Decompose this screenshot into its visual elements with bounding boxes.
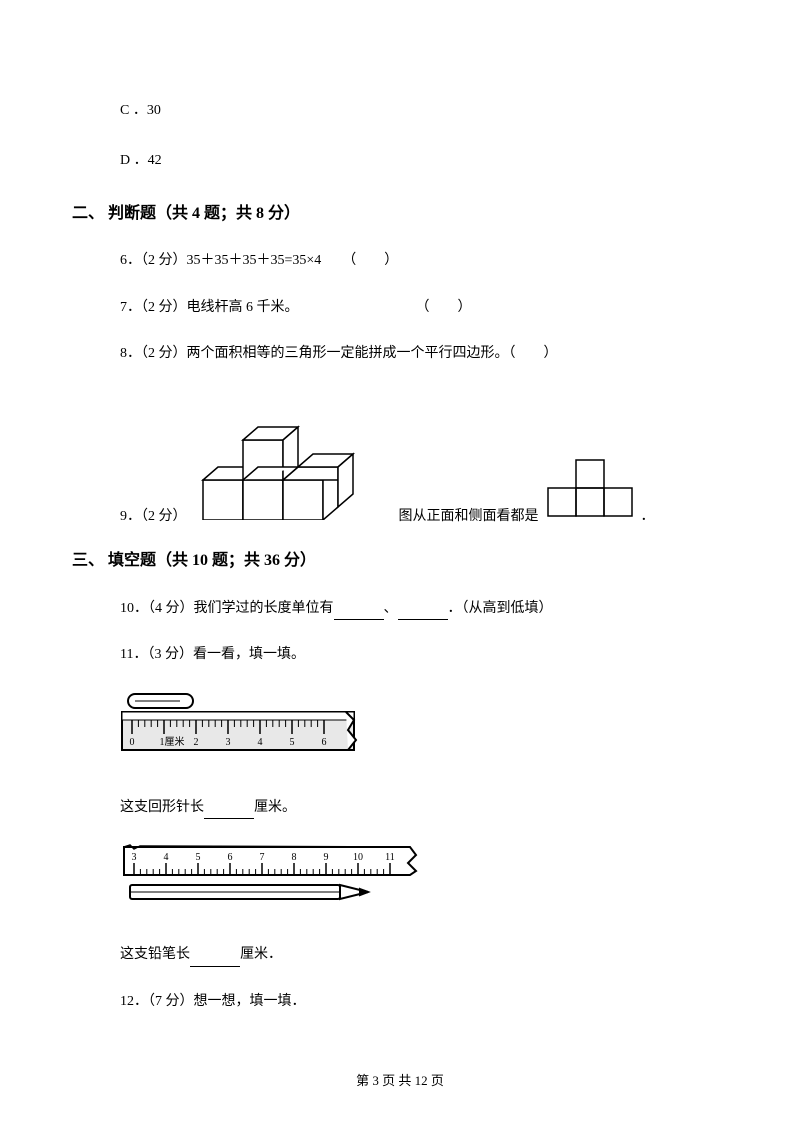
question-12: 12．（7 分）想一想，填一填．: [120, 991, 728, 1013]
squares-view-figure: [545, 458, 635, 528]
question-9-end: ．: [641, 506, 655, 528]
option-c: C ．30: [120, 100, 728, 122]
question-9-mid: 图从正面和侧面看都是: [399, 506, 539, 528]
question-6: 6．（2 分）35＋35＋35＋35=35×4 （ ）: [120, 250, 728, 272]
question-11: 11．（3 分）看一看，填一填。: [120, 644, 728, 666]
question-10-c: ．（从高到低填）: [448, 601, 553, 616]
ruler-1-figure: 0 1厘米 2 3 4 5 6: [120, 690, 728, 778]
option-d: D ．42: [120, 150, 728, 172]
blank-10-2[interactable]: [398, 604, 448, 620]
q11-ans1-b: 厘米。: [254, 800, 296, 815]
q11-ans2-b: 厘米．: [240, 947, 282, 962]
svg-text:4: 4: [258, 737, 263, 748]
svg-text:8: 8: [292, 852, 297, 863]
question-7: 7．（2 分）电线杆高 6 千米。 （ ）: [120, 297, 728, 319]
svg-text:5: 5: [290, 737, 295, 748]
svg-text:2: 2: [194, 737, 199, 748]
question-8: 8．（2 分）两个面积相等的三角形一定能拼成一个平行四边形。（ ）: [120, 343, 728, 365]
question-10: 10．（4 分）我们学过的长度单位有 、 ．（从高到低填）: [120, 598, 728, 620]
svg-text:1厘米: 1厘米: [160, 735, 185, 748]
svg-text:5: 5: [196, 852, 201, 863]
question-11-answer-1: 这支回形针长 厘米。: [120, 797, 728, 819]
svg-text:6: 6: [322, 737, 327, 748]
svg-text:9: 9: [324, 852, 329, 863]
svg-text:10: 10: [353, 852, 363, 863]
question-10-b: 、: [384, 601, 398, 616]
q11-ans2-a: 这支铅笔长: [120, 947, 190, 962]
question-10-a: 10．（4 分）我们学过的长度单位有: [120, 601, 334, 616]
svg-text:3: 3: [132, 852, 137, 863]
question-7-paren: （ ）: [416, 300, 472, 315]
svg-text:3: 3: [226, 737, 231, 748]
svg-text:6: 6: [228, 852, 233, 863]
svg-text:4: 4: [164, 852, 169, 863]
section-2-heading: 二、 判断题（共 4 题；共 8 分）: [72, 201, 728, 227]
section-3-heading: 三、 填空题（共 10 题；共 36 分）: [72, 548, 728, 574]
svg-text:11: 11: [385, 852, 395, 863]
blank-10-1[interactable]: [334, 604, 384, 620]
question-9: 9．（2 分）: [120, 390, 728, 528]
blank-11-1[interactable]: [204, 803, 254, 819]
cubes-3d-figure: [193, 390, 393, 528]
svg-text:7: 7: [260, 852, 265, 863]
question-11-answer-2: 这支铅笔长 厘米．: [120, 944, 728, 966]
q11-ans1-a: 这支回形针长: [120, 800, 204, 815]
question-9-prefix: 9．（2 分）: [120, 506, 187, 528]
question-7-text: 7．（2 分）电线杆高 6 千米。: [120, 300, 299, 315]
blank-11-2[interactable]: [190, 951, 240, 967]
page-footer: 第 3 页 共 12 页: [0, 1071, 800, 1092]
ruler-2-figure: 3 4 5 6 7 8 9 10 11: [120, 843, 728, 926]
svg-text:0: 0: [130, 737, 135, 748]
